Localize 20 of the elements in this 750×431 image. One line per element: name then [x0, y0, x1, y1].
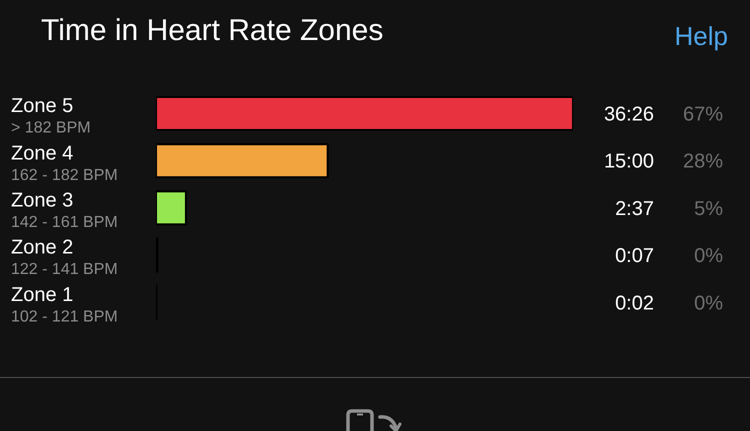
text: 67%: [682, 104, 724, 126]
text: Help: [674, 20, 728, 52]
y-tick-label: Zone 2 122 - 141 BPM: [11, 236, 118, 278]
text: 0%: [694, 292, 724, 314]
text: 5%: [694, 198, 724, 220]
data-label: 36:26: [604, 104, 654, 126]
data-label: 0:02: [615, 292, 654, 314]
y-tick-label: Zone 3 142 - 161 BPM: [11, 190, 118, 231]
bar: [156, 190, 187, 226]
bar: [156, 143, 329, 178]
y-tick-label: Zone 1 102 - 121 BPM: [11, 284, 118, 326]
text: 28%: [682, 150, 724, 173]
y-tick-label: Zone 5 > 182 BPM: [11, 95, 91, 137]
y-tick-label: Zone 4 162 - 182 BPM: [11, 142, 118, 184]
chart-title: Time in Heart Rate Zones: [41, 13, 384, 49]
data-label: 15:00: [604, 150, 654, 173]
text: 0%: [694, 245, 724, 268]
data-label: 2:37: [615, 198, 654, 220]
bar: [156, 96, 573, 131]
data-label: 0:07: [615, 245, 654, 268]
